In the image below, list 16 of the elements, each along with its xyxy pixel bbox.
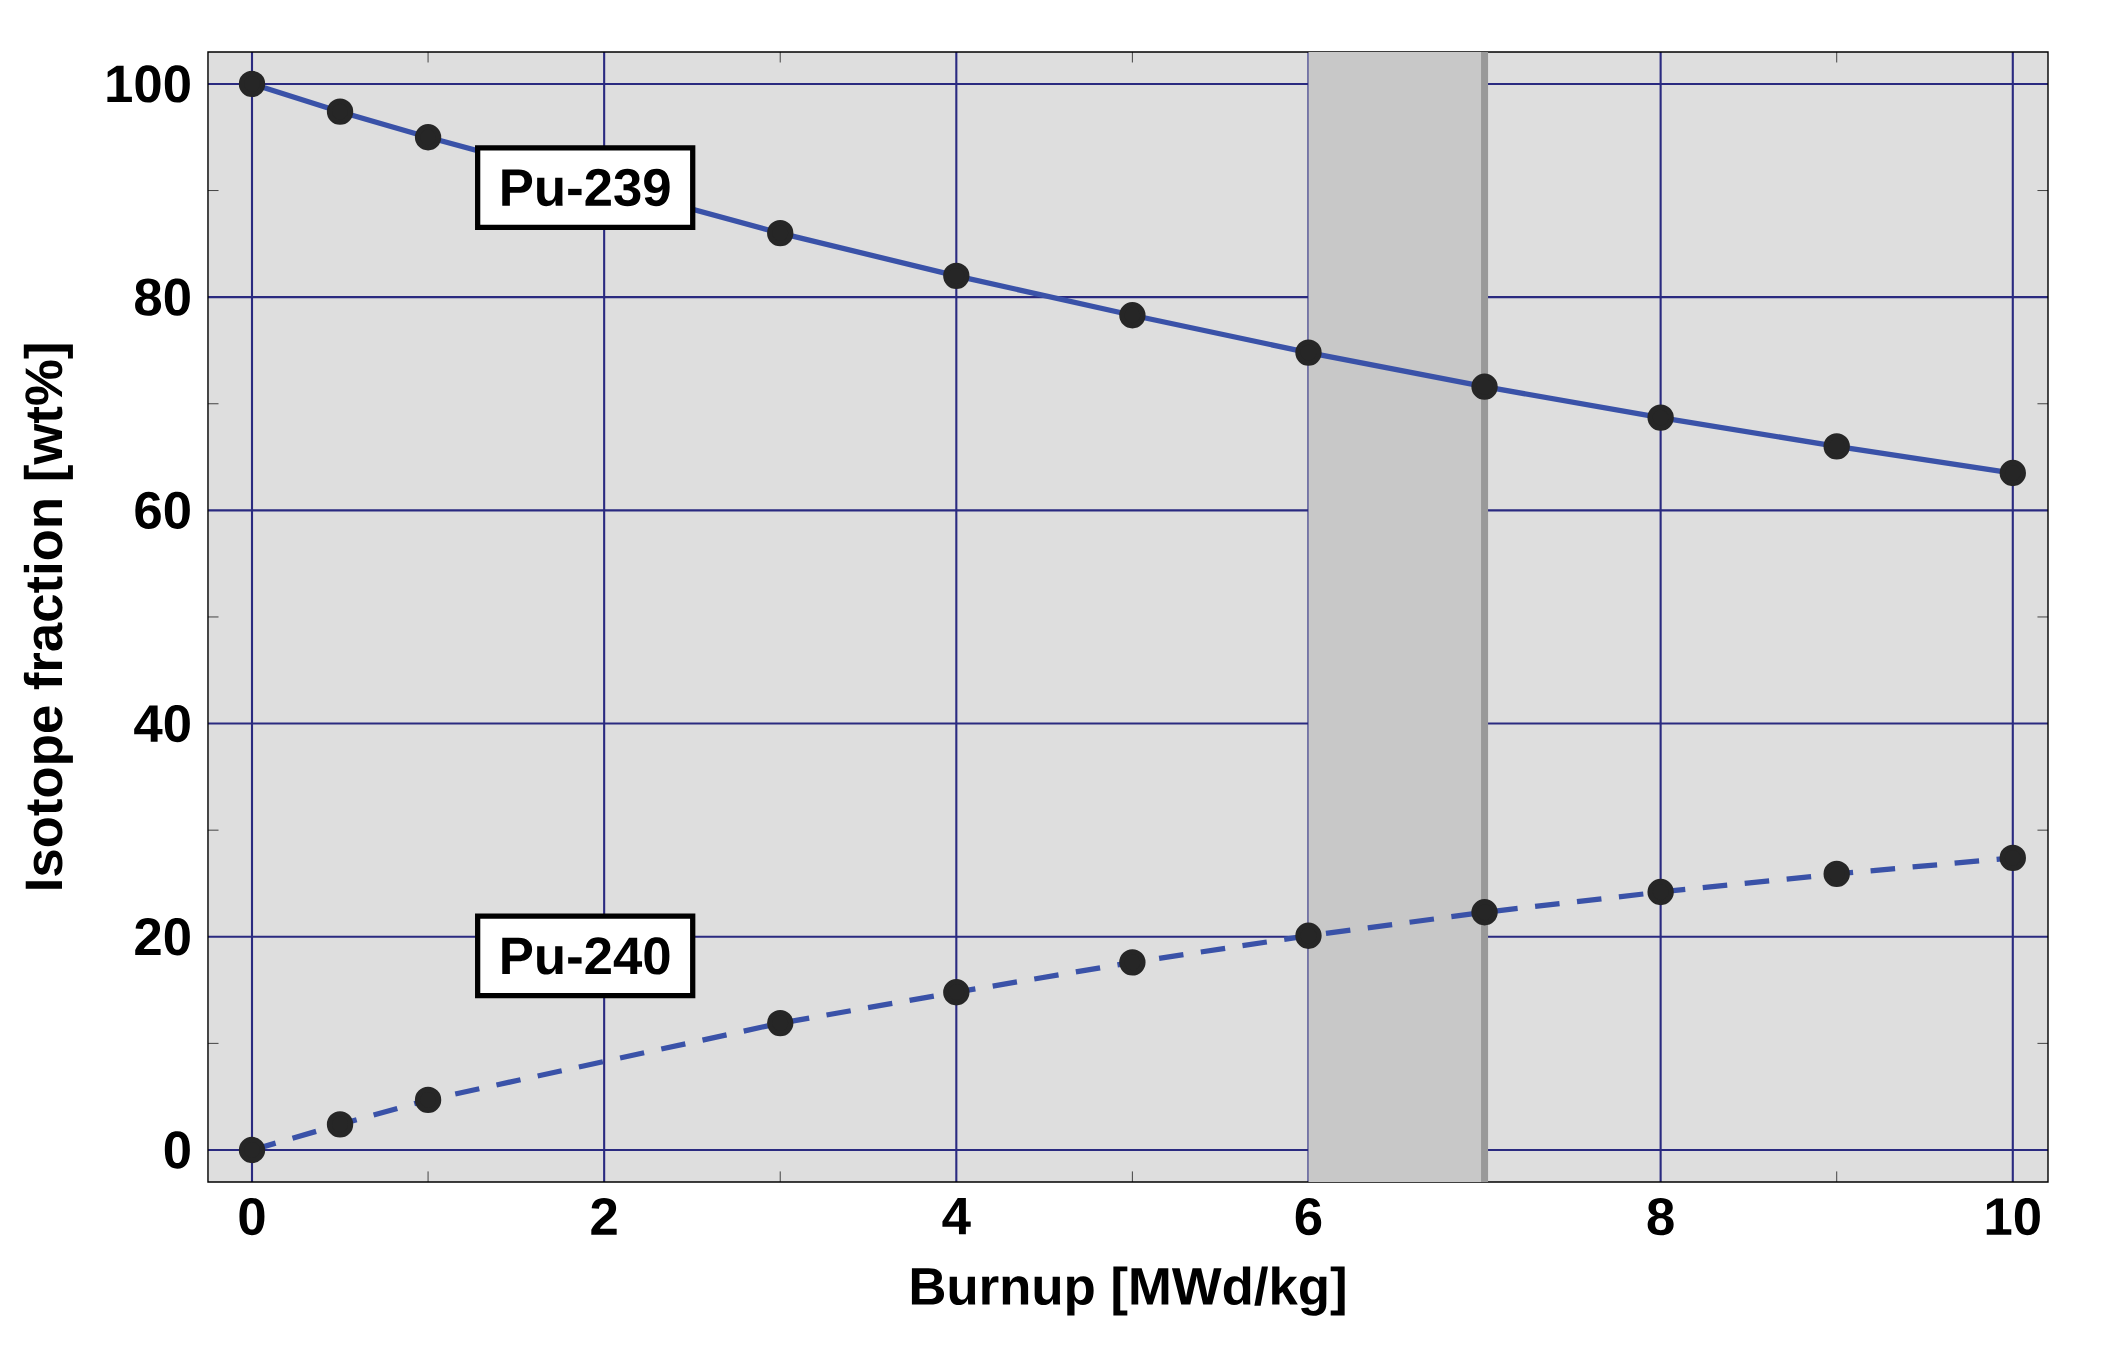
x-tick-label: 8 [1647,1197,1674,1236]
y-tick-label: 20 [135,918,190,956]
y-tick-label: 100 [107,65,190,103]
x-tick-label: 4 [942,1197,971,1235]
y-tick-label: 0 [164,1131,190,1169]
y-tick-label: 40 [134,704,190,743]
y-tick-label: 80 [135,278,190,316]
series-label: Pu-240 [502,937,670,975]
series-label: Pu-239 [502,168,670,207]
y-axis-title: Isotope fraction [wt%] [23,344,73,889]
x-tick-label: 10 [1986,1197,2040,1236]
x-tick-label: 2 [591,1197,617,1235]
x-tick-label: 6 [1295,1197,1322,1236]
x-axis-title: Burnup [MWd/kg] [911,1266,1345,1316]
x-tick-label: 0 [239,1197,265,1236]
y-tick-label: 60 [135,491,190,529]
